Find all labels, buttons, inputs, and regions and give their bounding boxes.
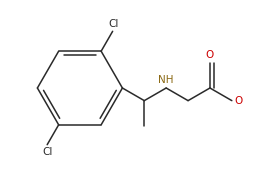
Text: O: O: [235, 96, 243, 106]
Text: O: O: [206, 50, 214, 60]
Text: NH: NH: [158, 75, 174, 85]
Text: Cl: Cl: [109, 20, 119, 29]
Text: Cl: Cl: [42, 147, 52, 156]
